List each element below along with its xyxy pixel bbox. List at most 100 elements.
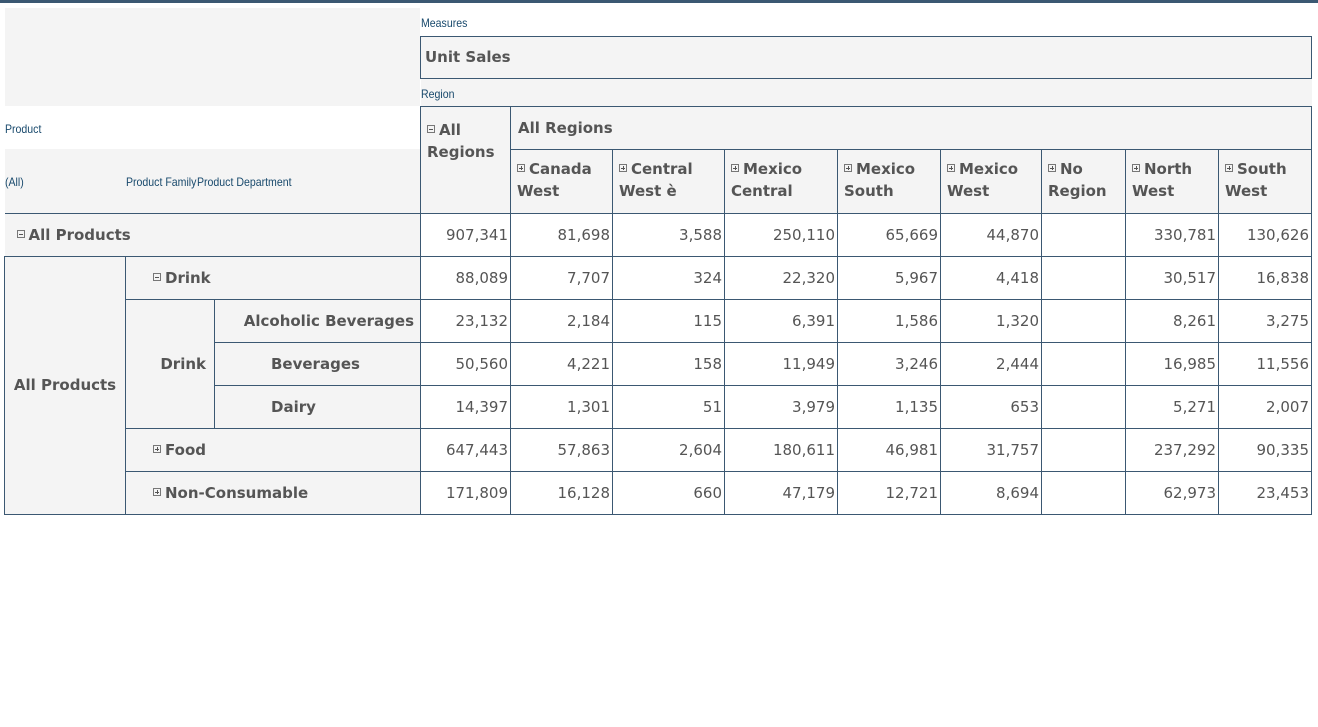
value-cell: 130,626 — [1218, 212, 1312, 257]
expand-icon[interactable] — [153, 445, 161, 453]
row-header-drink[interactable]: Drink — [125, 255, 421, 300]
value-cell — [1041, 255, 1126, 300]
value-cell — [1041, 470, 1126, 515]
value-cell: 3,246 — [837, 341, 941, 386]
value-cell: 31,757 — [940, 427, 1042, 472]
column-header-mexico-south[interactable]: Mexico South — [837, 148, 941, 214]
value-cell: 62,973 — [1125, 470, 1219, 515]
column-header-central-west[interactable]: Central West è — [612, 148, 725, 214]
level-product-department[interactable]: Product Department — [196, 175, 292, 190]
value-cell: 907,341 — [420, 212, 511, 257]
value-cell: 51 — [612, 384, 725, 429]
value-cell: 22,320 — [724, 255, 838, 300]
value-cell: 3,275 — [1218, 298, 1312, 343]
value-cell — [1041, 427, 1126, 472]
value-cell: 2,444 — [940, 341, 1042, 386]
row-header-beverages[interactable]: Beverages — [214, 341, 421, 386]
value-cell: 11,556 — [1218, 341, 1312, 386]
row-header-alcoholic-beverages[interactable]: Alcoholic Beverages — [214, 298, 421, 343]
column-header-south-west[interactable]: South West — [1218, 148, 1312, 214]
level-headers: Product FamilyProduct Department — [125, 149, 421, 213]
table-row: Food 647,443 57,863 2,604 180,611 46,981… — [5, 427, 1312, 472]
value-cell: 8,694 — [940, 470, 1042, 515]
column-header-canada-west[interactable]: Canada West — [510, 148, 613, 214]
collapse-icon[interactable] — [427, 125, 435, 133]
value-cell: 88,089 — [420, 255, 511, 300]
value-cell — [1041, 298, 1126, 343]
value-cell: 2,604 — [612, 427, 725, 472]
column-header-north-west[interactable]: North West — [1125, 148, 1219, 214]
value-cell — [1041, 212, 1126, 257]
value-cell: 7,707 — [510, 255, 613, 300]
expand-icon[interactable] — [153, 488, 161, 496]
value-cell: 81,698 — [510, 212, 613, 257]
row-group-all-products: All Products — [4, 255, 126, 515]
expand-icon[interactable] — [844, 164, 852, 172]
value-cell: 23,453 — [1218, 470, 1312, 515]
all-regions-column-header[interactable]: All Regions — [420, 105, 511, 214]
value-cell: 16,985 — [1125, 341, 1219, 386]
value-cell: 1,320 — [940, 298, 1042, 343]
product-axis[interactable]: Product — [4, 122, 41, 136]
value-cell: 46,981 — [837, 427, 941, 472]
row-header-all-products[interactable]: All Products — [4, 212, 421, 256]
all-regions-group-header: All Regions — [510, 105, 1312, 150]
expand-icon[interactable] — [1225, 164, 1233, 172]
value-cell: 50,560 — [420, 341, 511, 386]
value-cell: 660 — [612, 470, 725, 515]
table-row: All Products 907,341 81,698 3,588 250,11… — [4, 212, 1312, 257]
collapse-icon[interactable] — [16, 230, 25, 238]
expand-icon[interactable] — [1048, 164, 1056, 172]
level-product-family[interactable]: Product Family — [125, 175, 196, 190]
measures-axis[interactable]: Measures — [420, 16, 467, 31]
value-cell — [1041, 384, 1126, 429]
value-cell: 23,132 — [420, 298, 511, 343]
region-axis[interactable]: Region — [420, 78, 1312, 106]
value-cell: 90,335 — [1218, 427, 1312, 472]
column-header-no-region[interactable]: No Region — [1041, 148, 1126, 214]
row-header-food[interactable]: Food — [125, 427, 421, 472]
value-cell: 1,135 — [837, 384, 941, 429]
value-cell: 1,586 — [837, 298, 941, 343]
measure-unit-sales[interactable]: Unit Sales — [420, 35, 1312, 79]
value-cell: 647,443 — [420, 427, 511, 472]
value-cell: 5,967 — [837, 255, 941, 300]
row-header-dairy[interactable]: Dairy — [214, 384, 421, 429]
value-cell: 65,669 — [837, 212, 941, 257]
expand-icon[interactable] — [619, 164, 627, 172]
value-cell: 44,870 — [940, 212, 1042, 257]
table-row: All Products Drink 88,089 7,707 324 22,3… — [4, 255, 1312, 515]
expand-icon[interactable] — [731, 164, 739, 172]
top-border — [0, 0, 1318, 3]
pivot-table: Measures Unit Sales Region Product All R… — [4, 8, 1312, 515]
value-cell: 16,838 — [1218, 255, 1312, 300]
pivot-corner — [4, 8, 421, 106]
value-cell: 250,110 — [724, 212, 838, 257]
row-header-non-consumable[interactable]: Non-Consumable — [125, 470, 421, 515]
level-all[interactable]: (All) — [4, 149, 126, 213]
expand-icon[interactable] — [947, 164, 955, 172]
value-cell: 1,301 — [510, 384, 613, 429]
value-cell: 5,271 — [1125, 384, 1219, 429]
value-cell: 4,418 — [940, 255, 1042, 300]
value-cell: 12,721 — [837, 470, 941, 515]
value-cell: 3,979 — [724, 384, 838, 429]
column-header-mexico-west[interactable]: Mexico West — [940, 148, 1042, 214]
expand-icon[interactable] — [517, 164, 525, 172]
value-cell: 237,292 — [1125, 427, 1219, 472]
value-cell: 115 — [612, 298, 725, 343]
value-cell: 30,517 — [1125, 255, 1219, 300]
value-cell: 653 — [940, 384, 1042, 429]
value-cell: 14,397 — [420, 384, 511, 429]
value-cell: 57,863 — [510, 427, 613, 472]
column-header-mexico-central[interactable]: Mexico Central — [724, 148, 838, 214]
value-cell: 180,611 — [724, 427, 838, 472]
value-cell: 47,179 — [724, 470, 838, 515]
collapse-icon[interactable] — [153, 273, 161, 281]
expand-icon[interactable] — [1132, 164, 1140, 172]
table-row: Drink Alcoholic Beverages 23,132 2,184 1… — [5, 298, 1312, 429]
value-cell: 11,949 — [724, 341, 838, 386]
value-cell: 8,261 — [1125, 298, 1219, 343]
value-cell: 2,184 — [510, 298, 613, 343]
value-cell: 3,588 — [612, 212, 725, 257]
